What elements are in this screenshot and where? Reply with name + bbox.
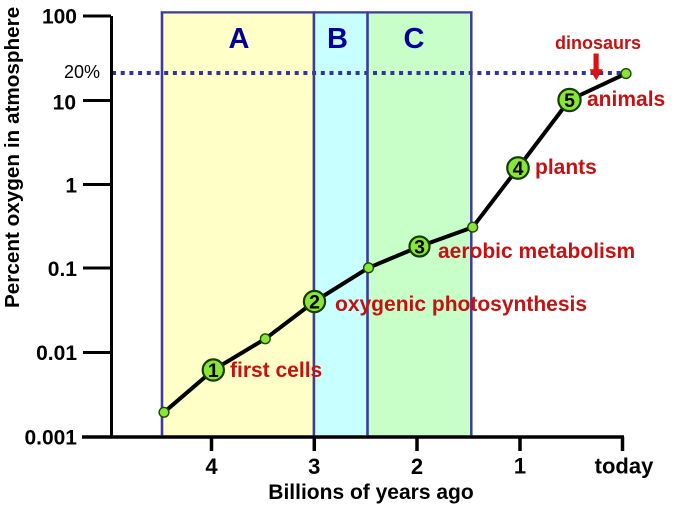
svg-text:4: 4	[513, 158, 524, 180]
svg-text:B: B	[327, 23, 348, 55]
svg-text:20%: 20%	[64, 62, 100, 82]
svg-text:3: 3	[308, 454, 320, 479]
svg-text:1: 1	[65, 175, 77, 198]
svg-text:Percent oxygen in atmosphere: Percent oxygen in atmosphere	[1, 7, 24, 308]
svg-text:Billions of years ago: Billions of years ago	[268, 481, 473, 504]
svg-text:C: C	[404, 23, 425, 55]
svg-text:animals: animals	[587, 88, 665, 111]
svg-text:oxygenic photosynthesis: oxygenic photosynthesis	[335, 293, 587, 316]
svg-text:4: 4	[205, 454, 218, 479]
svg-text:today: today	[595, 454, 654, 479]
svg-text:100: 100	[42, 6, 77, 29]
svg-text:1: 1	[514, 454, 526, 479]
svg-text:dinosaurs: dinosaurs	[555, 33, 641, 53]
svg-text:A: A	[229, 23, 250, 55]
svg-text:1: 1	[208, 360, 219, 382]
svg-text:first cells: first cells	[230, 359, 322, 382]
svg-text:aerobic metabolism: aerobic metabolism	[438, 240, 635, 263]
svg-text:0.001: 0.001	[24, 427, 77, 450]
svg-text:3: 3	[414, 237, 425, 259]
svg-text:2: 2	[411, 454, 423, 479]
svg-text:10: 10	[53, 92, 76, 115]
svg-text:0.01: 0.01	[36, 342, 77, 365]
svg-text:2: 2	[309, 292, 320, 314]
svg-text:plants: plants	[535, 156, 597, 179]
svg-text:5: 5	[564, 90, 575, 112]
svg-text:0.1: 0.1	[48, 258, 78, 281]
